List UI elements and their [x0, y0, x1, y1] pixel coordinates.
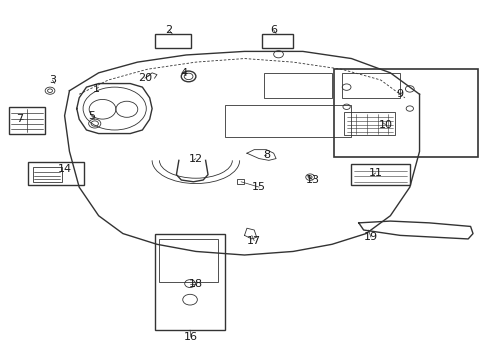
Text: 14: 14	[58, 164, 72, 174]
Bar	[334, 69, 477, 157]
Bar	[159, 239, 217, 282]
Text: 19: 19	[363, 232, 377, 242]
Text: 10: 10	[378, 120, 392, 130]
Bar	[341, 73, 399, 98]
Bar	[224, 105, 351, 137]
Text: 5: 5	[88, 111, 95, 121]
Text: 13: 13	[305, 175, 319, 185]
Text: 2: 2	[165, 25, 172, 35]
Text: 17: 17	[246, 236, 261, 246]
Text: 3: 3	[49, 75, 56, 85]
Text: 15: 15	[252, 182, 265, 192]
Text: 9: 9	[396, 89, 403, 99]
Text: 20: 20	[138, 73, 152, 83]
Bar	[264, 73, 331, 98]
Bar	[237, 179, 244, 184]
Text: 12: 12	[188, 154, 203, 163]
Text: 11: 11	[368, 168, 382, 178]
Bar	[28, 162, 84, 185]
Bar	[351, 164, 409, 185]
Text: 1: 1	[93, 84, 100, 94]
Text: 18: 18	[188, 279, 203, 289]
Bar	[154, 234, 224, 330]
Bar	[33, 167, 62, 182]
Text: 6: 6	[270, 25, 277, 35]
Text: 7: 7	[16, 114, 23, 124]
Bar	[344, 112, 394, 135]
Text: 4: 4	[180, 68, 187, 78]
Text: 8: 8	[262, 150, 269, 160]
Bar	[154, 33, 191, 48]
Text: 16: 16	[183, 332, 198, 342]
Bar	[9, 107, 45, 134]
Bar	[261, 33, 292, 48]
